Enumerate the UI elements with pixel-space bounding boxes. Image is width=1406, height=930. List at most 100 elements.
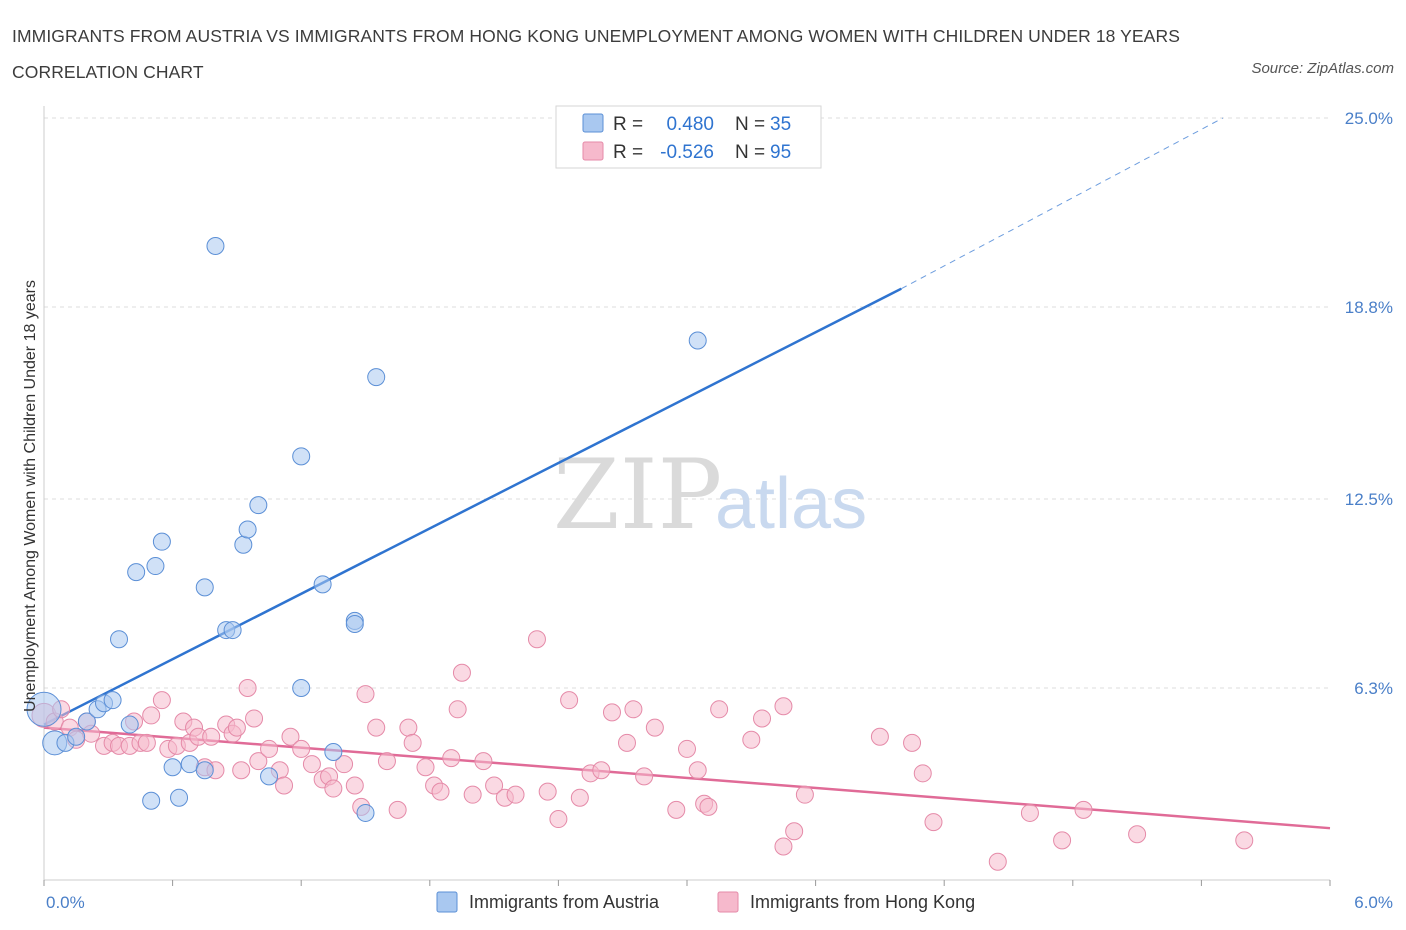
source-label: Source: ZipAtlas.com: [1251, 60, 1394, 77]
legend-r-value-austria: 0.480: [666, 114, 714, 135]
legend-r-value-hongkong: -0.526: [660, 142, 714, 163]
point-hongkong-63: [549, 810, 568, 829]
point-hongkong-89: [1020, 803, 1039, 822]
point-hongkong-71: [635, 767, 654, 786]
point-hongkong-57: [474, 752, 493, 771]
point-hongkong-88: [988, 852, 1007, 871]
y-axis-label: Unemployment Among Women with Children U…: [22, 280, 39, 712]
point-hongkong-62: [538, 782, 557, 801]
stats-legend: R = 0.480 N = 35 R = -0.526 N = 95: [555, 105, 822, 169]
y-tick-label-0: 6.3%: [1354, 679, 1393, 698]
point-austria-34: [688, 331, 707, 350]
point-hongkong-13: [137, 733, 156, 752]
point-hongkong-23: [202, 727, 221, 746]
point-hongkong-54: [448, 700, 467, 719]
y-tick-label-3: 25.0%: [1345, 109, 1393, 128]
point-hongkong-52: [431, 782, 450, 801]
x-tick-labels: 0.0% 6.0%: [46, 893, 1393, 912]
point-austria-8: [110, 630, 129, 649]
point-hongkong-83: [795, 785, 814, 804]
point-hongkong-53: [442, 749, 461, 768]
point-hongkong-61: [527, 630, 546, 649]
point-austria-0: [26, 691, 62, 727]
legend-n-value-austria: 35: [770, 114, 791, 135]
point-hongkong-94: [774, 697, 793, 716]
point-austria-10: [127, 563, 146, 582]
point-austria-24: [249, 496, 268, 515]
point-austria-9: [120, 715, 139, 734]
point-hongkong-82: [785, 822, 804, 841]
point-hongkong-40: [324, 779, 343, 798]
point-austria-14: [163, 758, 182, 777]
axes: [43, 106, 1331, 886]
point-hongkong-49: [403, 733, 422, 752]
point-hongkong-91: [1074, 800, 1093, 819]
series-legend-swatch-hongkong: [717, 891, 739, 913]
point-hongkong-93: [1235, 831, 1254, 850]
point-hongkong-41: [335, 755, 354, 774]
point-hongkong-74: [678, 739, 696, 758]
series-legend-label-hongkong: Immigrants from Hong Kong: [750, 892, 975, 912]
point-hongkong-90: [1053, 831, 1072, 850]
legend-r-label-hongkong: R =: [613, 142, 643, 163]
trend-line-austria-extension: [901, 117, 1224, 290]
point-austria-23: [238, 520, 257, 539]
point-hongkong-29: [238, 678, 257, 697]
point-austria-31: [345, 614, 364, 633]
point-hongkong-34: [275, 776, 294, 795]
point-hongkong-85: [903, 733, 922, 752]
point-austria-3: [67, 727, 86, 746]
point-hongkong-65: [570, 788, 589, 807]
y-tick-labels: 6.3% 12.5% 18.8% 25.0%: [1345, 109, 1393, 698]
legend-r-label-austria: R =: [613, 114, 643, 135]
point-austria-13: [152, 532, 171, 551]
point-hongkong-14: [142, 706, 161, 725]
series-legend: Immigrants from Austria Immigrants from …: [436, 891, 975, 913]
point-hongkong-35: [281, 727, 300, 746]
series-legend-swatch-austria: [436, 891, 458, 913]
trend-lines: [43, 117, 1331, 830]
point-austria-28: [313, 575, 332, 594]
point-hongkong-86: [913, 764, 932, 783]
point-hongkong-15: [152, 691, 171, 710]
point-hongkong-67: [592, 761, 611, 780]
series-legend-label-austria: Immigrants from Austria: [469, 892, 660, 912]
point-austria-12: [146, 557, 165, 576]
point-hongkong-64: [560, 691, 579, 710]
data-points: [26, 237, 1254, 871]
point-hongkong-30: [245, 709, 264, 728]
x-tick-label-0: 0.0%: [46, 893, 85, 912]
point-hongkong-78: [710, 700, 729, 719]
point-hongkong-72: [645, 718, 664, 737]
point-hongkong-32: [260, 739, 279, 758]
point-hongkong-73: [667, 800, 686, 819]
point-hongkong-79: [742, 730, 761, 749]
point-hongkong-58: [485, 776, 504, 795]
point-hongkong-36: [292, 739, 311, 758]
legend-swatch-austria: [582, 113, 604, 133]
point-austria-15: [170, 788, 189, 807]
point-austria-25: [260, 767, 279, 786]
point-hongkong-48: [399, 718, 418, 737]
point-hongkong-56: [463, 785, 482, 804]
point-austria-16: [180, 755, 199, 774]
chart-title: IMMIGRANTS FROM AUSTRIA VS IMMIGRANTS FR…: [12, 26, 1180, 82]
trend-line-hongkong: [43, 726, 1331, 830]
point-hongkong-75: [688, 761, 707, 780]
point-hongkong-87: [924, 813, 943, 832]
legend-swatch-hongkong: [582, 141, 604, 161]
x-tick-label-1: 6.0%: [1354, 893, 1393, 912]
point-austria-26: [292, 447, 311, 466]
point-hongkong-69: [617, 733, 636, 752]
point-austria-7: [103, 691, 122, 710]
trend-line-austria: [43, 287, 902, 726]
point-austria-18: [195, 578, 214, 597]
point-hongkong-47: [388, 800, 407, 819]
grid-lines: [44, 117, 1330, 689]
watermark-atlas: atlas: [715, 464, 867, 544]
point-hongkong-77: [699, 797, 718, 816]
y-tick-label-2: 18.8%: [1345, 298, 1393, 317]
y-tick-label-1: 12.5%: [1345, 490, 1393, 509]
point-hongkong-42: [345, 776, 364, 795]
